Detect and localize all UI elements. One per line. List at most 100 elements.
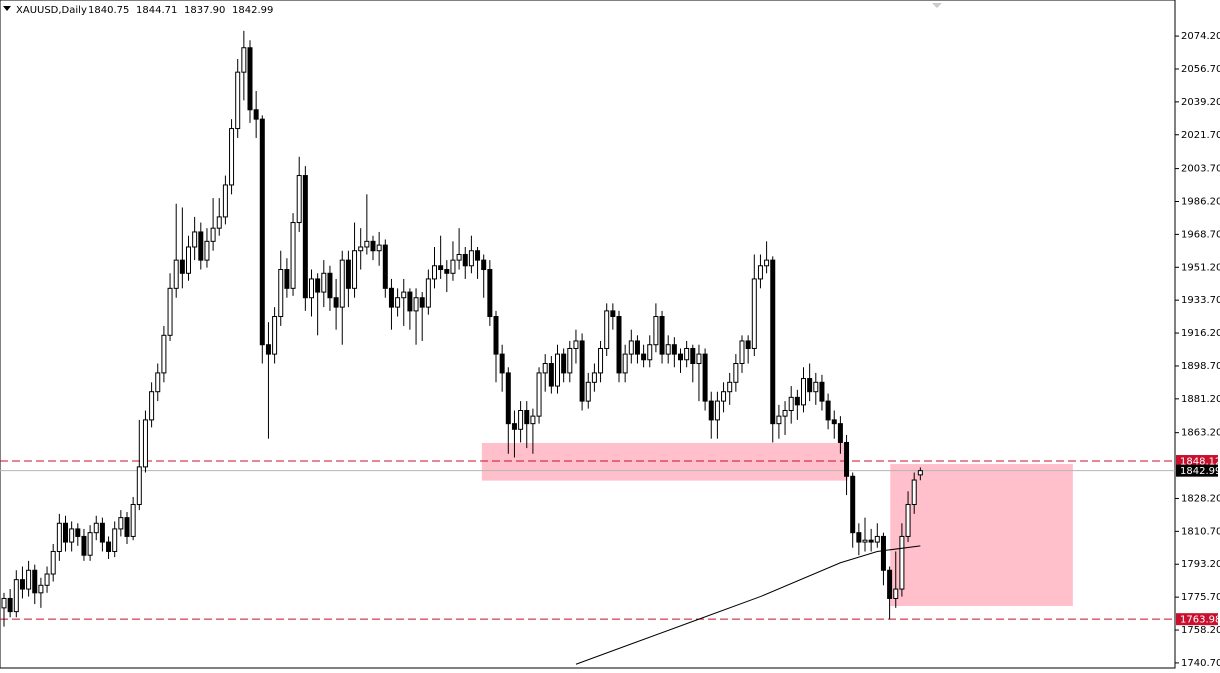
candle-body	[536, 372, 542, 417]
candle-body	[210, 227, 216, 242]
y-tick-label: 1898.70	[1181, 361, 1220, 372]
candle-body	[124, 517, 130, 537]
candle-body	[739, 340, 745, 365]
candle-body	[598, 347, 604, 374]
candle-body	[518, 409, 524, 430]
zones	[481, 443, 1073, 606]
candle-body	[487, 269, 493, 318]
y-tick-label: 1810.70	[1181, 526, 1220, 537]
price-label-box	[1176, 464, 1218, 477]
candle-body	[173, 259, 179, 289]
candle-body	[727, 381, 733, 393]
price-label: 1842.99	[1180, 466, 1220, 477]
candle-body	[567, 347, 573, 374]
candle-body	[419, 297, 425, 308]
candle-body	[339, 259, 345, 308]
candle-body	[315, 278, 321, 293]
y-tick-label: 2039.20	[1181, 97, 1220, 108]
candle-body	[659, 316, 665, 355]
candle-body	[118, 517, 124, 530]
candle-body	[647, 344, 653, 361]
candle-body	[911, 479, 917, 505]
candle-body	[868, 539, 874, 543]
candle-body	[764, 259, 770, 267]
candle-body	[684, 347, 690, 361]
candle-body	[388, 287, 394, 308]
candle-body	[548, 363, 554, 387]
candle-body	[530, 415, 536, 425]
candle-body	[93, 522, 99, 534]
candle-body	[395, 297, 401, 308]
y-tick-label: 1881.20	[1181, 394, 1220, 405]
candle-body	[432, 265, 437, 280]
candle-body	[690, 347, 696, 365]
candle-body	[696, 353, 702, 365]
candle-body	[475, 250, 481, 261]
chart-title: XAUUSD,Daily	[16, 5, 87, 16]
candle-body	[130, 503, 136, 537]
candle-body	[370, 240, 376, 252]
header-value: 1837.90	[184, 5, 225, 16]
candle-body	[770, 259, 776, 425]
candle-body	[50, 550, 56, 575]
candle-body	[801, 378, 806, 406]
candle-body	[272, 316, 278, 355]
candle-body	[438, 265, 444, 271]
candle-body	[192, 231, 198, 248]
candle-body	[887, 569, 893, 599]
candle-body	[585, 381, 591, 402]
candle-body	[794, 396, 800, 406]
candle-body	[880, 535, 886, 571]
candle-body	[259, 118, 265, 346]
price-label-box	[1176, 613, 1218, 626]
zone	[481, 443, 848, 481]
candle-body	[782, 409, 788, 417]
candle-body	[278, 269, 284, 318]
candle-body	[149, 391, 155, 421]
candle-body	[38, 584, 44, 594]
candle-body	[425, 278, 431, 308]
candle-body	[241, 47, 247, 73]
price-label: 1848.12	[1180, 457, 1220, 468]
y-tick-label: 1775.70	[1181, 592, 1220, 603]
candle-body	[874, 535, 880, 543]
menu-arrow[interactable]	[3, 6, 11, 11]
candle-body	[296, 175, 302, 224]
y-tick-label: 1986.20	[1181, 196, 1220, 207]
candle-body	[573, 340, 579, 349]
candle-body	[757, 265, 763, 280]
moving-average	[575, 545, 921, 665]
candle-body	[444, 269, 450, 274]
candle-body	[333, 297, 339, 308]
candle-body	[807, 378, 813, 393]
candle-body	[352, 250, 358, 289]
candle-body	[917, 470, 923, 476]
price-label-box	[1176, 455, 1218, 468]
y-tick-label: 1933.70	[1181, 295, 1220, 306]
candle-body	[413, 297, 419, 312]
candle-body	[75, 528, 81, 537]
candle-body	[136, 466, 142, 505]
candle-body	[788, 396, 794, 411]
candle-body	[87, 532, 93, 556]
candle-body	[222, 184, 228, 218]
y-tick-label: 1740.70	[1181, 658, 1220, 669]
y-tick-label: 1968.70	[1181, 229, 1220, 240]
candle-body	[604, 310, 610, 349]
zone	[890, 464, 1073, 606]
candle-body	[167, 287, 173, 336]
candle-body	[505, 372, 511, 425]
candle-body	[561, 353, 567, 374]
candle-body	[358, 246, 364, 252]
candle-body	[309, 278, 314, 299]
candle-body	[63, 522, 68, 543]
y-tick-label: 2021.70	[1181, 130, 1220, 141]
candle-body	[862, 539, 868, 543]
candle-body	[142, 419, 148, 468]
candle-body	[7, 597, 13, 613]
candle-body	[678, 353, 683, 361]
candle-body	[837, 423, 843, 443]
candle-body	[899, 535, 905, 590]
candle-body	[69, 528, 75, 543]
candle-body	[641, 353, 647, 361]
